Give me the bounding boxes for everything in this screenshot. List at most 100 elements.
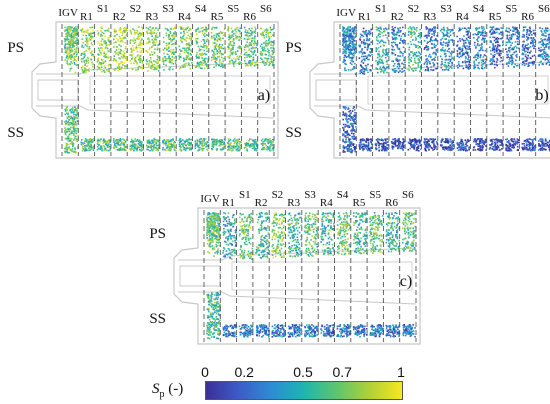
droplet — [234, 60, 237, 62]
droplet — [215, 33, 218, 35]
droplet — [188, 46, 190, 48]
droplet — [449, 31, 452, 33]
droplet — [394, 43, 397, 46]
droplet — [232, 149, 235, 151]
droplet — [72, 133, 75, 135]
droplet — [215, 43, 218, 45]
droplet — [501, 34, 503, 36]
droplet — [85, 140, 87, 142]
droplet — [178, 45, 181, 48]
droplet — [379, 66, 382, 68]
droplet — [236, 50, 239, 52]
droplet — [216, 63, 218, 65]
droplet — [386, 63, 388, 65]
droplet — [441, 31, 444, 34]
droplet — [190, 148, 193, 151]
droplet — [465, 47, 467, 50]
droplet — [400, 145, 403, 148]
droplet — [408, 64, 410, 67]
droplet — [447, 32, 450, 35]
droplet — [74, 110, 76, 112]
droplet — [74, 31, 76, 34]
droplet — [64, 30, 66, 33]
droplet — [264, 139, 266, 141]
droplet — [424, 145, 427, 148]
droplet — [222, 53, 224, 56]
droplet — [458, 142, 461, 144]
droplet — [349, 48, 352, 51]
droplet — [384, 41, 387, 44]
droplet — [119, 40, 122, 43]
droplet — [75, 30, 78, 32]
droplet — [252, 59, 254, 62]
droplet — [419, 144, 422, 147]
droplet — [73, 59, 76, 61]
droplet — [270, 58, 272, 60]
droplet — [70, 32, 73, 35]
droplet — [188, 144, 190, 147]
droplet — [186, 147, 188, 149]
droplet — [92, 32, 94, 34]
droplet — [385, 142, 387, 145]
droplet — [229, 138, 232, 141]
droplet — [473, 67, 476, 70]
droplet — [101, 149, 103, 152]
droplet — [365, 33, 368, 36]
droplet — [154, 38, 156, 41]
droplet — [350, 34, 353, 37]
droplet — [197, 45, 200, 48]
droplet — [435, 44, 437, 47]
droplet — [67, 136, 69, 138]
droplet — [427, 68, 429, 70]
droplet — [465, 146, 467, 148]
droplet — [498, 49, 501, 51]
droplet — [172, 43, 175, 45]
droplet — [252, 47, 254, 50]
droplet — [468, 63, 470, 66]
droplet — [73, 48, 76, 50]
droplet — [69, 51, 72, 53]
droplet — [384, 49, 387, 51]
droplet — [375, 49, 378, 51]
droplet — [496, 52, 498, 55]
droplet — [67, 128, 69, 130]
droplet — [124, 36, 126, 39]
droplet — [354, 36, 357, 38]
droplet — [473, 62, 475, 64]
droplet — [396, 31, 399, 33]
droplet — [424, 144, 427, 147]
droplet — [108, 69, 110, 72]
droplet — [213, 45, 216, 47]
droplet — [115, 60, 118, 63]
droplet — [231, 46, 234, 48]
droplet — [182, 36, 184, 38]
droplet — [417, 63, 420, 66]
droplet — [483, 140, 485, 142]
droplet — [408, 46, 411, 49]
droplet — [71, 132, 73, 134]
droplet — [261, 46, 264, 49]
droplet — [120, 45, 122, 47]
droplet — [107, 140, 109, 142]
droplet — [119, 26, 122, 29]
droplet — [349, 114, 351, 116]
droplet — [370, 138, 372, 141]
droplet — [483, 28, 485, 30]
droplet — [75, 135, 77, 138]
droplet — [480, 146, 482, 148]
droplet — [202, 53, 204, 56]
droplet — [252, 53, 254, 56]
droplet — [136, 55, 139, 58]
droplet — [129, 30, 132, 32]
droplet — [250, 40, 253, 43]
droplet — [169, 30, 172, 33]
droplet — [198, 66, 201, 68]
droplet — [367, 33, 370, 35]
droplet — [463, 146, 466, 149]
droplet — [343, 56, 345, 59]
droplet — [172, 49, 174, 51]
droplet — [240, 36, 242, 39]
droplet — [197, 28, 199, 31]
droplet — [479, 138, 482, 140]
droplet — [222, 66, 224, 69]
